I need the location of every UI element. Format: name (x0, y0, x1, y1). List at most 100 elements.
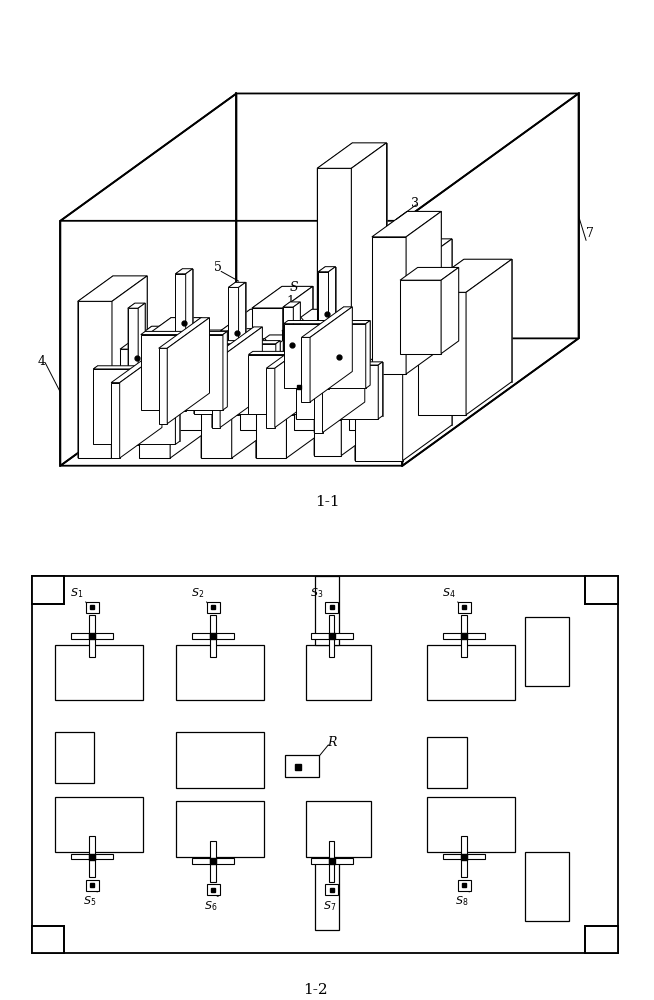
Polygon shape (239, 335, 269, 430)
Polygon shape (331, 322, 341, 420)
Polygon shape (301, 362, 383, 416)
Polygon shape (251, 309, 281, 399)
Bar (192, 633, 234, 639)
Polygon shape (296, 362, 383, 365)
Polygon shape (356, 348, 365, 402)
Polygon shape (112, 276, 147, 458)
Bar (315, 861, 339, 930)
Bar (462, 615, 467, 656)
Polygon shape (249, 351, 253, 414)
Text: $S_6$: $S_6$ (204, 899, 218, 913)
Polygon shape (378, 362, 383, 419)
Polygon shape (194, 341, 198, 414)
Polygon shape (266, 368, 275, 428)
Bar (176, 645, 264, 700)
Bar (31, 926, 64, 953)
Polygon shape (375, 342, 403, 411)
Polygon shape (197, 362, 235, 387)
Polygon shape (400, 280, 441, 354)
Polygon shape (272, 390, 313, 394)
Polygon shape (330, 351, 335, 414)
Text: 7: 7 (586, 227, 594, 240)
Polygon shape (178, 330, 239, 352)
Polygon shape (128, 303, 135, 445)
Polygon shape (197, 344, 259, 362)
Text: $S_1$: $S_1$ (70, 586, 83, 600)
Polygon shape (159, 318, 209, 348)
Polygon shape (232, 329, 262, 458)
Polygon shape (254, 327, 262, 397)
Polygon shape (182, 269, 193, 406)
Bar (306, 801, 371, 857)
Bar (325, 884, 338, 895)
Polygon shape (208, 330, 239, 408)
Polygon shape (317, 143, 387, 168)
Polygon shape (135, 303, 145, 440)
Polygon shape (139, 318, 171, 458)
Polygon shape (317, 143, 353, 374)
Polygon shape (286, 338, 317, 436)
Polygon shape (354, 239, 452, 274)
Polygon shape (220, 309, 250, 399)
Bar (443, 854, 485, 859)
Polygon shape (344, 307, 353, 371)
Polygon shape (266, 338, 309, 428)
Polygon shape (141, 335, 223, 410)
Bar (211, 840, 216, 882)
Polygon shape (290, 302, 300, 410)
Polygon shape (94, 366, 97, 444)
Bar (329, 840, 334, 882)
Polygon shape (138, 303, 145, 445)
Text: $S_7$: $S_7$ (323, 899, 336, 913)
Bar (458, 602, 471, 613)
Polygon shape (337, 336, 364, 399)
Polygon shape (349, 361, 377, 430)
Polygon shape (400, 267, 418, 354)
Polygon shape (231, 329, 262, 436)
Bar (311, 633, 353, 639)
Polygon shape (406, 211, 441, 374)
Polygon shape (235, 282, 246, 410)
Polygon shape (256, 360, 286, 458)
Polygon shape (139, 341, 170, 458)
Polygon shape (282, 309, 312, 399)
Polygon shape (111, 352, 162, 383)
Text: $S_3$: $S_3$ (309, 586, 323, 600)
Polygon shape (141, 331, 145, 410)
Polygon shape (272, 379, 288, 394)
Polygon shape (128, 308, 138, 445)
Polygon shape (284, 324, 366, 388)
Polygon shape (328, 341, 349, 369)
Polygon shape (377, 342, 403, 430)
Polygon shape (372, 211, 441, 237)
Text: 1-1: 1-1 (315, 495, 339, 509)
Polygon shape (201, 350, 232, 458)
Polygon shape (337, 315, 392, 336)
Text: 5: 5 (214, 261, 222, 274)
Polygon shape (314, 348, 368, 367)
Polygon shape (60, 338, 579, 466)
Polygon shape (252, 308, 283, 377)
Polygon shape (353, 143, 387, 349)
Text: R: R (327, 736, 336, 749)
Bar (55, 732, 94, 783)
Polygon shape (198, 341, 280, 411)
Text: 1: 1 (286, 295, 294, 308)
Polygon shape (256, 338, 286, 458)
Polygon shape (314, 379, 322, 433)
Polygon shape (228, 287, 239, 415)
Polygon shape (418, 267, 458, 341)
Polygon shape (337, 315, 365, 399)
Polygon shape (403, 239, 452, 461)
Text: $S_8$: $S_8$ (455, 894, 469, 908)
Polygon shape (404, 239, 452, 425)
Bar (443, 633, 485, 639)
Bar (90, 836, 95, 877)
Polygon shape (141, 331, 228, 335)
Text: $S_5$: $S_5$ (83, 894, 97, 908)
Polygon shape (197, 344, 222, 387)
Polygon shape (269, 335, 300, 408)
Polygon shape (309, 338, 317, 397)
Polygon shape (249, 355, 330, 414)
Polygon shape (351, 143, 387, 374)
